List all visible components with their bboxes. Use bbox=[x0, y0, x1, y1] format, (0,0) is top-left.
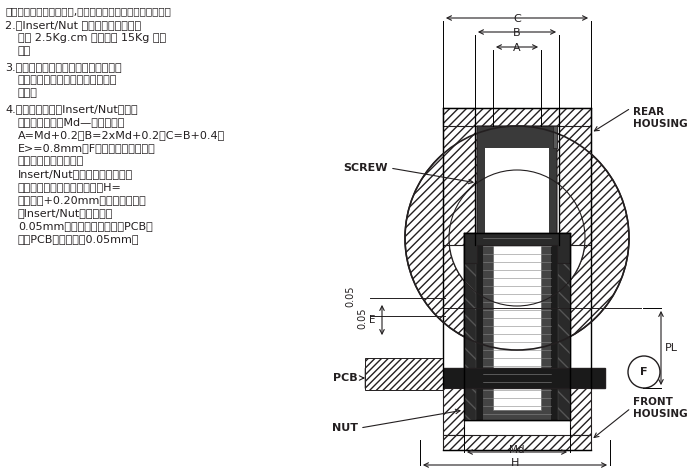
Text: 0.05: 0.05 bbox=[345, 285, 355, 307]
Text: 在装配图中明确标出的: 在装配图中明确标出的 bbox=[18, 156, 84, 166]
Polygon shape bbox=[558, 233, 570, 420]
Polygon shape bbox=[365, 358, 443, 390]
Polygon shape bbox=[485, 148, 549, 240]
Polygon shape bbox=[365, 368, 441, 388]
Text: C: C bbox=[513, 14, 521, 24]
Text: 与Insert/Nut面的距离为: 与Insert/Nut面的距离为 bbox=[18, 208, 113, 218]
Polygon shape bbox=[464, 233, 570, 263]
Text: SCREW: SCREW bbox=[344, 163, 388, 173]
Text: 要求时，可以考虑采用模内鍄件的: 要求时，可以考虑采用模内鍄件的 bbox=[18, 75, 118, 85]
Text: PL: PL bbox=[665, 343, 678, 353]
Polygon shape bbox=[483, 233, 551, 420]
Text: 螺杆外径+0.20mm。下壳螺杆底面: 螺杆外径+0.20mm。下壳螺杆底面 bbox=[18, 195, 147, 205]
Text: 杆尺寸关系为：Md—螺丝螺径；: 杆尺寸关系为：Md—螺丝螺径； bbox=[18, 117, 125, 127]
Polygon shape bbox=[570, 388, 591, 435]
Text: E: E bbox=[370, 315, 376, 325]
Text: A: A bbox=[513, 43, 521, 53]
Polygon shape bbox=[493, 243, 541, 410]
Text: 处与PCB板的距离为0.05mm。: 处与PCB板的距离为0.05mm。 bbox=[18, 234, 139, 244]
Polygon shape bbox=[443, 388, 464, 435]
Text: A=Md+0.2；B=2xMd+0.2；C=B+0.4；: A=Md+0.2；B=2xMd+0.2；C=B+0.4； bbox=[18, 130, 225, 140]
Text: 4.　右图中所示的Insert/Nut与螺丝: 4. 右图中所示的Insert/Nut与螺丝 bbox=[5, 104, 138, 114]
Text: REAR
HOUSING: REAR HOUSING bbox=[633, 107, 687, 129]
Polygon shape bbox=[405, 126, 517, 350]
Polygon shape bbox=[464, 233, 476, 420]
Polygon shape bbox=[464, 233, 570, 420]
Text: NUT: NUT bbox=[332, 423, 358, 433]
Text: 2.　Insert/Nut 热融在螺杆里后要能: 2. Insert/Nut 热融在螺杆里后要能 bbox=[5, 20, 141, 30]
Text: E>=0.8mm；F尺寸很关键，是必须: E>=0.8mm；F尺寸很关键，是必须 bbox=[18, 143, 155, 153]
Circle shape bbox=[449, 170, 585, 306]
Text: 力。: 力。 bbox=[18, 46, 32, 56]
Text: 方式。: 方式。 bbox=[18, 88, 38, 98]
Text: Md: Md bbox=[510, 445, 525, 455]
Text: FRONT
HOUSING: FRONT HOUSING bbox=[633, 397, 687, 419]
Text: 承受 2.5Kg.cm 的扭力和 15Kg 的拉: 承受 2.5Kg.cm 的扭力和 15Kg 的拉 bbox=[18, 33, 166, 43]
Text: 0.05: 0.05 bbox=[357, 307, 367, 329]
Text: 0.05mm；下壳螺杆外圆顶住PCB板: 0.05mm；下壳螺杆外圆顶住PCB板 bbox=[18, 221, 153, 231]
Text: 离，且每次新送样都要检验。H=: 离，且每次新送样都要检验。H= bbox=[18, 182, 122, 192]
Text: 备注：以上皆为建议数据,如有其它所需尺寸将可另行制作！: 备注：以上皆为建议数据,如有其它所需尺寸将可另行制作！ bbox=[5, 6, 171, 16]
Polygon shape bbox=[365, 368, 605, 388]
Text: 3.　如果热融螺母的拉、扭力不能满足: 3. 如果热融螺母的拉、扭力不能满足 bbox=[5, 62, 122, 72]
Text: F: F bbox=[640, 367, 648, 377]
Polygon shape bbox=[517, 126, 629, 350]
Polygon shape bbox=[559, 108, 591, 245]
Polygon shape bbox=[443, 108, 475, 245]
Text: H: H bbox=[511, 458, 519, 468]
Text: Insert/Nut热融后与基准面的距: Insert/Nut热融后与基准面的距 bbox=[18, 169, 133, 179]
Polygon shape bbox=[443, 435, 591, 450]
Text: PCB: PCB bbox=[333, 373, 358, 383]
Polygon shape bbox=[443, 108, 591, 126]
Text: B: B bbox=[513, 28, 521, 38]
Polygon shape bbox=[477, 126, 557, 245]
Polygon shape bbox=[481, 126, 557, 148]
